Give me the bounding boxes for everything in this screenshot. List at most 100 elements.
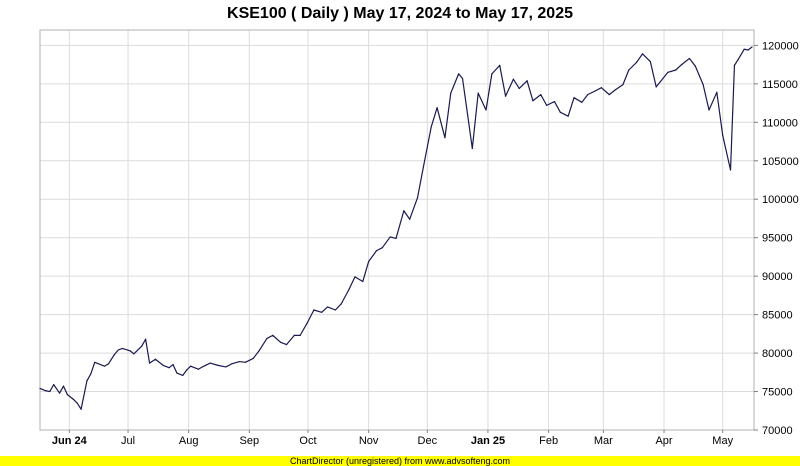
data-point bbox=[743, 48, 745, 50]
data-point bbox=[381, 247, 383, 249]
y-tick-label: 85000 bbox=[762, 310, 793, 322]
footer-watermark: ChartDirector (unregistered) from www.ad… bbox=[290, 456, 510, 466]
y-tick-label: 110000 bbox=[762, 117, 798, 129]
data-point bbox=[518, 87, 520, 90]
data-point bbox=[409, 218, 411, 220]
data-point bbox=[608, 94, 610, 96]
data-point bbox=[587, 94, 589, 96]
data-point bbox=[532, 100, 534, 102]
data-point bbox=[546, 104, 548, 106]
data-point bbox=[667, 71, 669, 73]
data-point bbox=[649, 60, 651, 63]
x-tick-label: Mar bbox=[594, 435, 613, 447]
data-point bbox=[444, 137, 446, 139]
data-point bbox=[688, 57, 691, 60]
x-tick-label: Sep bbox=[240, 435, 260, 447]
data-point bbox=[395, 237, 397, 240]
x-tick-label: May bbox=[712, 435, 733, 447]
series-line bbox=[39, 46, 753, 410]
data-point bbox=[182, 374, 184, 376]
x-tick-label: Jul bbox=[121, 435, 135, 447]
data-point bbox=[641, 53, 644, 55]
x-tick-label: Oct bbox=[299, 435, 316, 447]
data-point bbox=[340, 303, 342, 305]
data-point bbox=[168, 367, 170, 369]
data-point bbox=[675, 69, 677, 71]
data-point bbox=[66, 394, 68, 396]
x-tick-label: Apr bbox=[655, 435, 672, 447]
data-point bbox=[416, 197, 419, 199]
data-point bbox=[117, 349, 119, 351]
data-point bbox=[231, 363, 233, 365]
data-point bbox=[162, 364, 164, 366]
data-point bbox=[636, 61, 638, 63]
x-tick-label: Jun 24 bbox=[52, 435, 88, 447]
data-point bbox=[321, 311, 323, 313]
y-axis: 70000 75000 80000 85000 90000 95000 100000 1050… bbox=[754, 40, 799, 437]
y-tick-label: 80000 bbox=[762, 348, 793, 360]
data-point bbox=[190, 365, 192, 367]
data-point bbox=[540, 94, 542, 96]
data-point bbox=[614, 89, 616, 91]
data-point bbox=[722, 134, 724, 136]
x-tick-label: Dec bbox=[418, 435, 438, 447]
y-tick-label: 90000 bbox=[762, 271, 793, 283]
x-tick-label: Aug bbox=[179, 435, 199, 447]
data-point bbox=[145, 338, 147, 340]
data-point bbox=[729, 169, 732, 171]
data-point bbox=[491, 73, 493, 75]
data-point bbox=[733, 64, 736, 66]
data-point bbox=[80, 408, 82, 410]
data-point bbox=[45, 390, 47, 392]
x-tick-label: Feb bbox=[539, 435, 558, 447]
data-point bbox=[154, 358, 157, 360]
x-tick-label: Jan 25 bbox=[471, 435, 505, 447]
data-point bbox=[186, 369, 188, 371]
y-tick-label: 95000 bbox=[762, 233, 793, 245]
data-point bbox=[751, 46, 753, 48]
data-point bbox=[62, 385, 65, 387]
data-point bbox=[307, 320, 309, 323]
grid bbox=[40, 30, 754, 431]
data-point bbox=[244, 361, 246, 363]
data-point bbox=[354, 276, 356, 278]
data-point bbox=[512, 78, 514, 80]
data-point bbox=[272, 334, 274, 336]
data-point bbox=[594, 90, 597, 92]
footer-bar bbox=[0, 456, 800, 466]
data-point bbox=[655, 86, 657, 88]
data-point bbox=[567, 115, 569, 117]
data-point bbox=[313, 309, 315, 311]
y-tick-label: 120000 bbox=[762, 40, 799, 52]
data-point bbox=[403, 210, 405, 212]
data-point bbox=[86, 380, 88, 382]
plot-area-frame bbox=[39, 29, 755, 431]
data-point bbox=[94, 361, 96, 363]
data-point bbox=[266, 337, 268, 340]
data-point bbox=[348, 288, 350, 290]
data-point bbox=[217, 364, 219, 366]
data-point bbox=[499, 64, 501, 66]
series-layer bbox=[39, 46, 753, 410]
data-point bbox=[694, 65, 696, 67]
data-point bbox=[293, 334, 295, 336]
data-point bbox=[258, 350, 260, 352]
data-point bbox=[389, 236, 391, 238]
x-tick-label: Nov bbox=[359, 435, 379, 447]
data-point bbox=[553, 100, 556, 103]
data-point bbox=[702, 84, 704, 86]
data-point bbox=[485, 109, 487, 111]
data-point bbox=[58, 392, 61, 394]
data-point bbox=[526, 80, 528, 82]
data-point bbox=[559, 111, 561, 113]
data-point bbox=[430, 126, 432, 128]
data-point bbox=[49, 390, 51, 393]
data-point bbox=[197, 368, 200, 370]
data-point bbox=[176, 372, 178, 374]
data-point bbox=[172, 364, 174, 366]
data-point bbox=[461, 77, 464, 80]
data-point bbox=[113, 354, 115, 356]
data-point bbox=[141, 345, 143, 347]
